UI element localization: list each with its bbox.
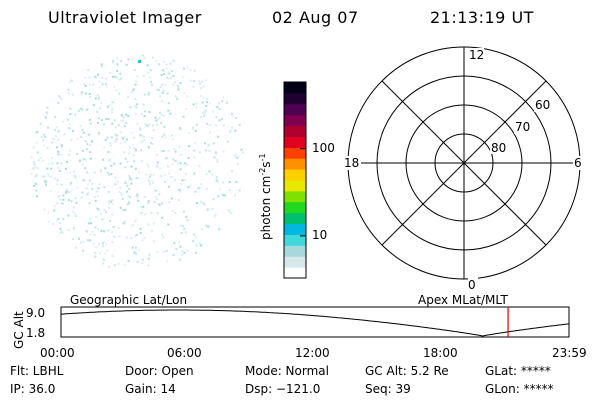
colorbar-segment	[284, 234, 306, 246]
glat-info: GLat: *****	[485, 364, 551, 378]
colorbar-segment	[284, 125, 306, 137]
colorbar-segment	[284, 147, 306, 159]
polar-plot: 12 0 18 6 60 70 80	[343, 46, 583, 292]
apex-mlat-caption: Apex MLat/MLT	[418, 293, 508, 307]
colorbar-segment	[284, 223, 306, 235]
ring-80-label: 80	[491, 141, 506, 155]
door-info: Door: Open	[125, 364, 194, 378]
date-label: 02 Aug 07	[272, 8, 359, 27]
colorbar-segment	[284, 212, 306, 225]
gc-alt-max: 9.0	[26, 306, 46, 320]
gc-alt-axis-label: GC Alt	[12, 311, 26, 349]
time-tick-4: 23:59	[552, 346, 587, 360]
time-tick-3: 18:00	[423, 346, 458, 360]
altitude-timeline	[60, 306, 570, 338]
uv-image	[30, 54, 245, 268]
ring-60-label: 60	[535, 98, 550, 112]
ip-info: IP: 36.0	[10, 382, 56, 396]
colorbar	[283, 81, 307, 279]
glon-info: GLon: *****	[485, 382, 554, 396]
time-tick-0: 00:00	[40, 346, 75, 360]
mlt-12-label: 12	[469, 48, 484, 62]
mlt-0-label: 0	[468, 278, 476, 292]
gc-alt-min: 1.8	[26, 326, 46, 340]
colorbar-segment	[284, 267, 306, 279]
colorbar-tick-10: 10	[312, 228, 328, 242]
geo-latlon-caption: Geographic Lat/Lon	[70, 293, 188, 307]
time-tick-2: 12:00	[295, 346, 330, 360]
colorbar-segment	[284, 190, 306, 203]
colorbar-segment	[284, 245, 306, 257]
gc-alt-info: GC Alt: 5.2 Re	[365, 364, 449, 378]
altitude-curve	[60, 309, 570, 337]
colorbar-segment	[284, 82, 306, 94]
colorbar-segment	[284, 256, 306, 268]
colorbar-segment	[284, 169, 306, 181]
colorbar-segment	[284, 201, 306, 214]
colorbar-segment	[284, 158, 306, 170]
time-tick-1: 06:00	[167, 346, 202, 360]
colorbar-unit-label: photon cm-2s-1	[258, 153, 273, 240]
gain-info: Gain: 14	[125, 382, 176, 396]
colorbar-segment	[284, 180, 306, 192]
mlt-18-label: 18	[344, 156, 359, 170]
colorbar-segment	[284, 114, 306, 127]
colorbar-segment	[284, 103, 306, 116]
ring-70-label: 70	[515, 120, 530, 134]
time-label: 21:13:19 UT	[430, 8, 534, 27]
colorbar-tick-100: 100	[312, 141, 335, 155]
instrument-title: Ultraviolet Imager	[48, 8, 202, 27]
mode-info: Mode: Normal	[245, 364, 329, 378]
colorbar-segment	[284, 92, 306, 105]
seq-info: Seq: 39	[365, 382, 411, 396]
filter-info: Flt: LBHL	[10, 364, 64, 378]
dsp-info: Dsp: −121.0	[245, 382, 321, 396]
mlt-6-label: 6	[574, 156, 582, 170]
colorbar-segment	[284, 136, 306, 148]
